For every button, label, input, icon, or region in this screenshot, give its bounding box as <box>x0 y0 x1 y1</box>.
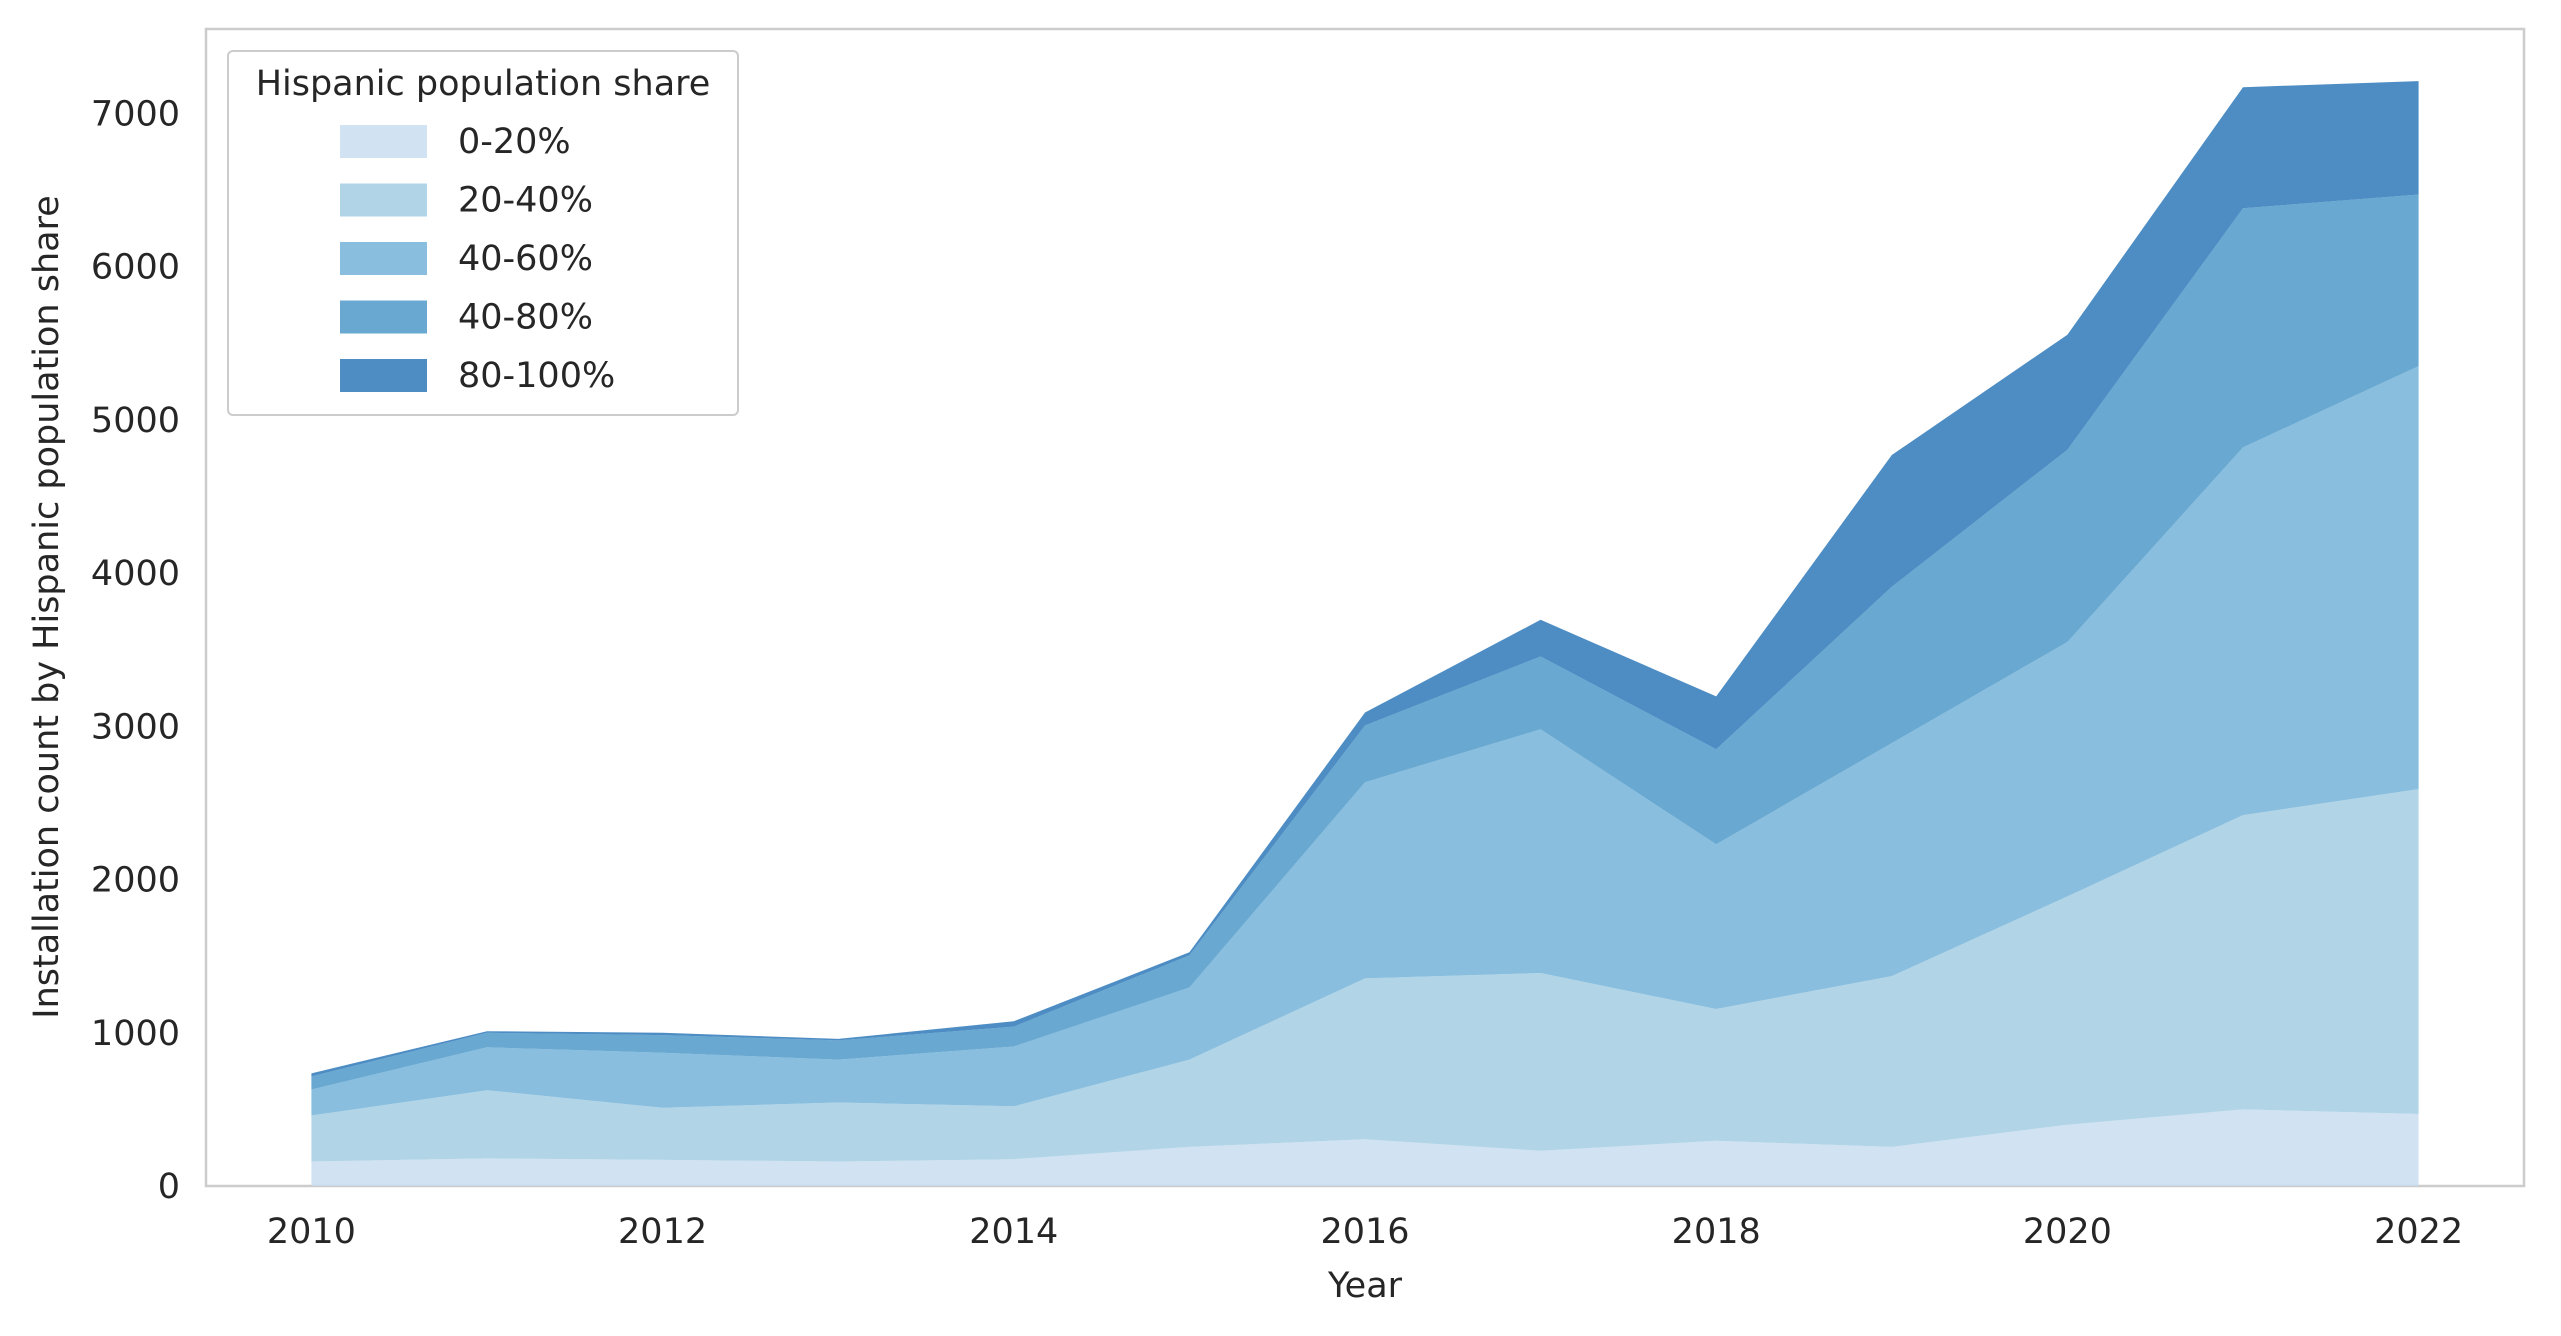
y-tick-label: 2000 <box>91 861 180 901</box>
y-tick-label: 5000 <box>91 401 180 441</box>
legend-label: 0-20% <box>458 122 571 162</box>
y-tick-label: 4000 <box>91 554 180 594</box>
x-tick-label: 2022 <box>2374 1212 2463 1252</box>
x-tick-label: 2018 <box>1672 1212 1761 1252</box>
y-tick-label: 1000 <box>91 1014 180 1054</box>
x-tick-label: 2014 <box>969 1212 1058 1252</box>
y-tick-label: 3000 <box>91 707 180 747</box>
legend-label: 20-40% <box>458 181 593 221</box>
legend-label: 40-60% <box>458 239 593 279</box>
y-tick-label: 6000 <box>91 248 180 288</box>
legend-swatch <box>340 300 427 334</box>
y-axis-ticks: 0 1000 2000 3000 4000 5000 6000 7000 <box>91 94 180 1207</box>
x-tick-label: 2012 <box>618 1212 707 1252</box>
area-series-0-20-pct <box>311 1109 2419 1186</box>
area-series-20-40-pct <box>311 789 2419 1162</box>
area-series-40-80-pct <box>311 194 2419 1090</box>
x-tick-label: 2016 <box>1320 1212 1409 1252</box>
legend: Hispanic population share 0-20% 20-40% 40-… <box>227 50 739 416</box>
x-tick-label: 2020 <box>2023 1212 2112 1252</box>
legend-swatch <box>340 125 427 158</box>
y-axis-title: Installation count by Hispanic populatio… <box>27 195 67 1019</box>
x-tick-label: 2010 <box>267 1212 356 1252</box>
y-tick-label: 7000 <box>91 94 180 134</box>
legend-title: Hispanic population share <box>256 64 711 104</box>
area-series-80-100-pct <box>311 81 2419 1077</box>
legend-items: 0-20% 20-40% 40-60% 40-80% 80-100% <box>340 122 615 396</box>
legend-label: 80-100% <box>458 356 615 396</box>
area-series-40-60-pct <box>311 366 2419 1116</box>
legend-label: 40-80% <box>458 298 593 338</box>
y-tick-label: 0 <box>158 1167 180 1207</box>
legend-swatch <box>340 242 427 275</box>
x-axis-title: Year <box>1327 1266 1403 1306</box>
legend-swatch <box>340 183 427 217</box>
x-axis-ticks: 2010 2012 2014 2016 2018 2020 2022 <box>267 1212 2463 1252</box>
area-layers <box>311 81 2419 1186</box>
legend-swatch <box>340 359 427 392</box>
